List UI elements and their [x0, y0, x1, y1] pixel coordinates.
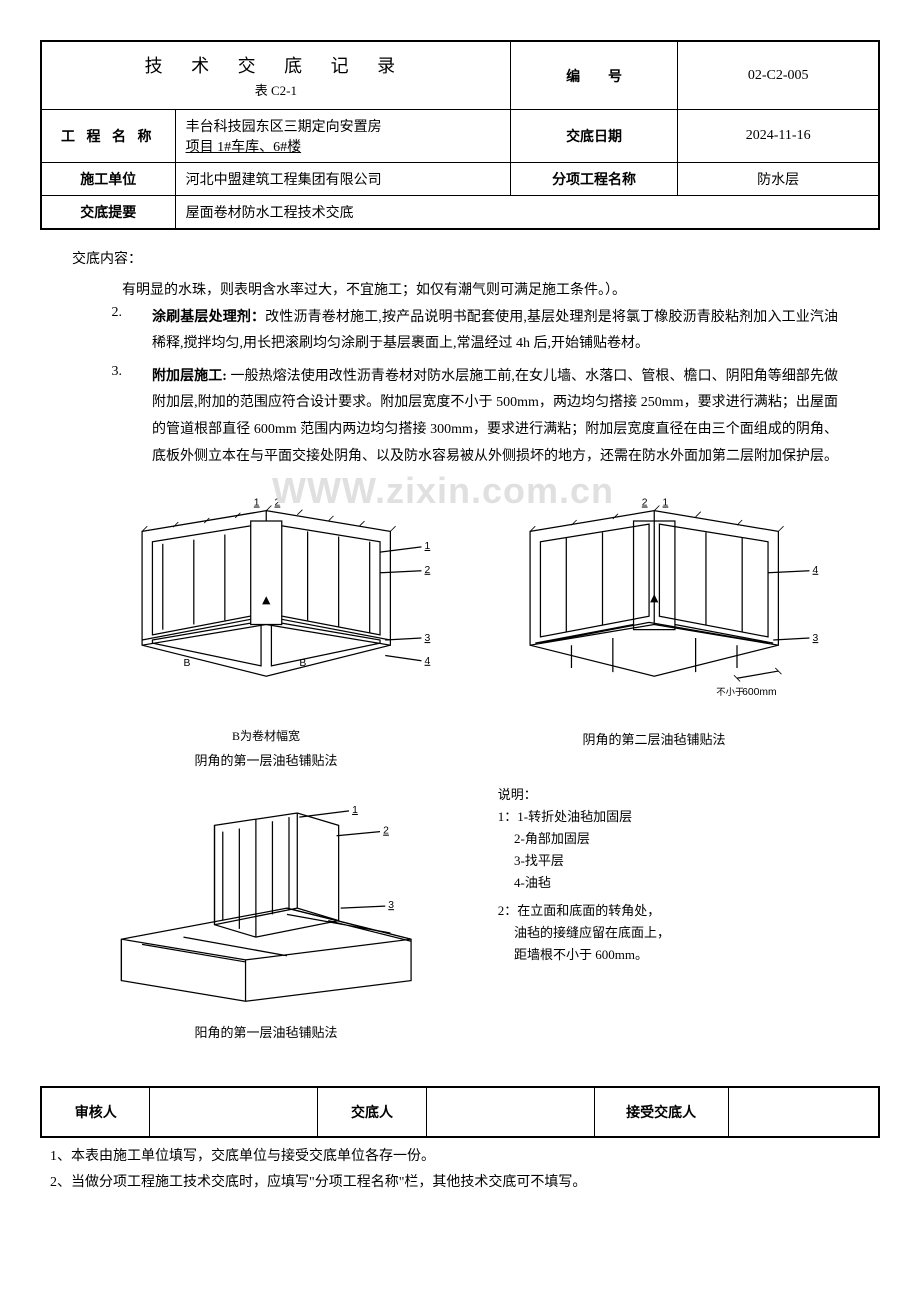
note2: 2、当做分项工程施工技术交底时，应填写"分项工程名称"栏，其他技术交底可不填写。	[50, 1170, 880, 1195]
legend-l3: 3-找平层	[498, 850, 840, 872]
item3-num: 3.	[92, 364, 122, 470]
item3-label: 附加层施工:	[152, 369, 227, 384]
svg-text:3: 3	[424, 633, 430, 644]
svg-text:1: 1	[424, 541, 430, 552]
d2-caption: 阴角的第二层油毡铺贴法	[468, 729, 840, 748]
svg-text:2: 2	[642, 498, 648, 509]
label-unit: 施工单位	[41, 163, 175, 196]
presenter-value	[426, 1087, 594, 1137]
legend-l6: 油毡的接缝应留在底面上，	[498, 922, 840, 944]
project-line2: 项目 1#车库、6#楼	[186, 140, 302, 155]
svg-text:3: 3	[812, 633, 818, 644]
diagram-1-svg: 1 2 3 4 1 2 B B	[80, 490, 452, 718]
label-number: 编 号	[510, 41, 678, 110]
number-value: 02-C2-005	[678, 41, 879, 110]
legend-l1: 1：1-转折处油毡加固层	[498, 806, 840, 828]
label-receiver: 接受交底人	[594, 1087, 728, 1137]
legend-l2: 2-角部加固层	[498, 828, 840, 850]
item-3: 3. 附加层施工: 一般热熔法使用改性沥青卷材对防水层施工前,在女儿墙、水落口、…	[62, 364, 858, 470]
svg-text:1: 1	[662, 498, 668, 509]
para1: 有明显的水珠，则表明含水率过大，不宜施工；如仅有潮气则可满足施工条件。）。	[122, 278, 838, 305]
subitem-value: 防水层	[678, 163, 879, 196]
unit-value: 河北中盟建筑工程集团有限公司	[175, 163, 510, 196]
project-value: 丰台科技园东区三期定向安置房 项目 1#车库、6#楼	[175, 110, 510, 163]
item-2: 2. 涂刷基层处理剂：改性沥青卷材施工,按产品说明书配套使用,基层处理剂是将氯丁…	[62, 305, 858, 358]
diagram-1: 1 2 3 4 1 2 B B B为卷材幅宽 阴角的第一层油毡铺贴法	[80, 490, 452, 769]
d3-caption: 阳角的第一层油毡铺贴法	[80, 1022, 452, 1041]
content-section: 交底内容： 有明显的水珠，则表明含水率过大，不宜施工；如仅有潮气则可满足施工条件…	[40, 230, 880, 1086]
footer-table: 审核人 交底人 接受交底人	[40, 1086, 880, 1138]
svg-text:600mm: 600mm	[742, 687, 776, 698]
svg-text:2: 2	[383, 825, 389, 836]
diagram-2-svg: 2 1 4 3 600mm 不小于	[468, 490, 840, 718]
d1-sublabel: B为卷材幅宽	[80, 727, 452, 744]
svg-text:1: 1	[352, 805, 358, 816]
diagram-legend: 说明： 1：1-转折处油毡加固层 2-角部加固层 3-找平层 4-油毡 2：在立…	[468, 784, 840, 1042]
diagram-3-svg: 1 2 3	[80, 784, 452, 1012]
diagram-3: 1 2 3 阳角的第一层油毡铺贴法	[80, 784, 452, 1042]
receiver-value	[728, 1087, 879, 1137]
title-main: 技 术 交 底 记 录	[42, 52, 510, 78]
svg-text:1: 1	[254, 498, 260, 509]
item2-label: 涂刷基层处理剂：	[152, 310, 265, 325]
label-auditor: 审核人	[41, 1087, 150, 1137]
svg-text:B: B	[299, 658, 306, 669]
svg-text:不小于: 不小于	[716, 687, 744, 697]
d1-caption: 阴角的第一层油毡铺贴法	[80, 750, 452, 769]
summary-value: 屋面卷材防水工程技术交底	[175, 196, 879, 230]
note1: 1、本表由施工单位填写，交底单位与接受交底单位各存一份。	[50, 1144, 880, 1169]
svg-text:4: 4	[812, 565, 818, 576]
item2-text: 涂刷基层处理剂：改性沥青卷材施工,按产品说明书配套使用,基层处理剂是将氯丁橡胶沥…	[152, 305, 838, 358]
legend-l5: 2：在立面和底面的转角处，	[498, 900, 840, 922]
diagram-area: WWW.zixin.com.cn	[72, 490, 848, 1056]
title-sub: 表 C2-1	[42, 80, 510, 99]
legend-l7: 距墙根不小于 600mm。	[498, 944, 840, 966]
header-table: 技 术 交 底 记 录 表 C2-1 编 号 02-C2-005 工 程 名 称…	[40, 40, 880, 230]
label-presenter: 交底人	[318, 1087, 427, 1137]
label-summary: 交底提要	[41, 196, 175, 230]
date-value: 2024-11-16	[678, 110, 879, 163]
auditor-value	[150, 1087, 318, 1137]
label-date: 交底日期	[510, 110, 678, 163]
svg-text:4: 4	[424, 656, 430, 667]
svg-text:2: 2	[274, 498, 280, 509]
svg-text:B: B	[183, 658, 190, 669]
diagram-2: 2 1 4 3 600mm 不小于 阴角的第二层油毡铺贴法	[468, 490, 840, 769]
svg-text:3: 3	[388, 900, 394, 911]
title-cell: 技 术 交 底 记 录 表 C2-1	[41, 41, 510, 110]
svg-text:2: 2	[424, 565, 430, 576]
legend-title: 说明：	[498, 784, 840, 806]
legend-l4: 4-油毡	[498, 872, 840, 894]
item2-num: 2.	[92, 305, 122, 358]
footer-notes: 1、本表由施工单位填写，交底单位与接受交底单位各存一份。 2、当做分项工程施工技…	[40, 1144, 880, 1194]
content-header: 交底内容：	[72, 248, 858, 268]
item3-text: 附加层施工: 一般热熔法使用改性沥青卷材对防水层施工前,在女儿墙、水落口、管根、…	[152, 364, 838, 470]
label-subitem: 分项工程名称	[510, 163, 678, 196]
label-project: 工 程 名 称	[41, 110, 175, 163]
